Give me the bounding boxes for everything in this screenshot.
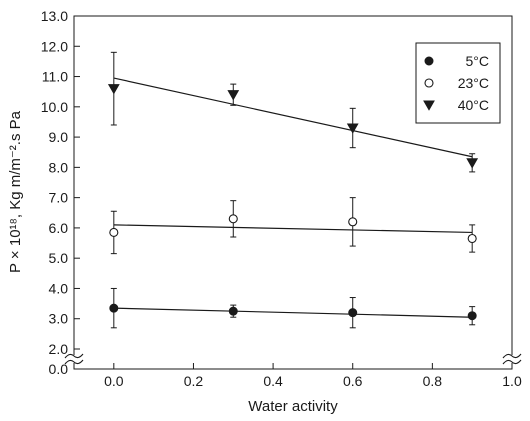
left-axis-break-mark bbox=[64, 353, 84, 359]
x-tick-label: 0.2 bbox=[184, 373, 204, 389]
y-tick-label: 6.0 bbox=[49, 220, 69, 236]
left-axis-break-mark bbox=[64, 359, 84, 365]
data-point-23c bbox=[348, 217, 358, 227]
fit-line-5c bbox=[113, 307, 473, 318]
data-point-40c bbox=[466, 158, 479, 169]
data-point-5c bbox=[228, 306, 238, 316]
fit-line-23c bbox=[113, 224, 473, 234]
y-tick-label: 10.0 bbox=[41, 99, 68, 115]
data-marks bbox=[107, 51, 479, 329]
y-tick-label: 4.0 bbox=[49, 280, 69, 296]
data-point-5c bbox=[348, 308, 358, 318]
y-tick-label: 11.0 bbox=[42, 69, 68, 85]
y-tick-label: 12.0 bbox=[41, 38, 68, 54]
data-point-5c bbox=[109, 303, 119, 313]
legend-label-23c: 23°C bbox=[458, 75, 489, 91]
legend-marker-40c bbox=[423, 100, 435, 111]
y-tick-label: 2.0 bbox=[49, 341, 69, 357]
x-axis-title: Water activity bbox=[248, 398, 338, 415]
fit-line-40c bbox=[113, 77, 473, 158]
x-tick-label: 0.0 bbox=[104, 373, 124, 389]
data-point-5c bbox=[467, 311, 477, 321]
x-tick-label: 0.4 bbox=[263, 373, 283, 389]
y-tick-label: 0.0 bbox=[49, 361, 69, 377]
legend-label-40c: 40°C bbox=[458, 97, 489, 113]
data-point-23c bbox=[109, 227, 119, 237]
right-axis-break-mark bbox=[502, 359, 522, 365]
legend-marker-23c bbox=[424, 78, 434, 88]
y-axis-title: P × 10¹⁸, Kg m/m⁻².s Pa bbox=[7, 110, 24, 273]
data-point-23c bbox=[228, 214, 238, 224]
y-tick-label: 5.0 bbox=[49, 250, 69, 266]
y-tick-label: 13.0 bbox=[41, 8, 68, 24]
legend-marker-5c bbox=[424, 56, 434, 66]
data-point-40c bbox=[346, 123, 359, 134]
data-point-40c bbox=[107, 84, 120, 95]
legend: 5°C 23°C 40°C bbox=[415, 42, 501, 124]
y-tick-label: 3.0 bbox=[49, 311, 69, 327]
legend-label-5c: 5°C bbox=[466, 53, 490, 69]
x-tick-label: 0.6 bbox=[343, 373, 363, 389]
data-point-23c bbox=[467, 233, 477, 244]
y-tick-label: 8.0 bbox=[49, 159, 69, 175]
data-point-40c bbox=[227, 90, 240, 101]
right-axis-break-mark bbox=[502, 353, 522, 359]
x-tick-label: 0.8 bbox=[423, 373, 443, 389]
y-tick-label: 9.0 bbox=[49, 129, 69, 145]
x-tick-label: 1.0 bbox=[502, 373, 522, 389]
right-axis-break-gap bbox=[503, 355, 521, 363]
y-tick-label: 7.0 bbox=[49, 190, 69, 206]
plot-frame bbox=[73, 15, 513, 370]
left-axis-break-gap bbox=[65, 355, 83, 363]
